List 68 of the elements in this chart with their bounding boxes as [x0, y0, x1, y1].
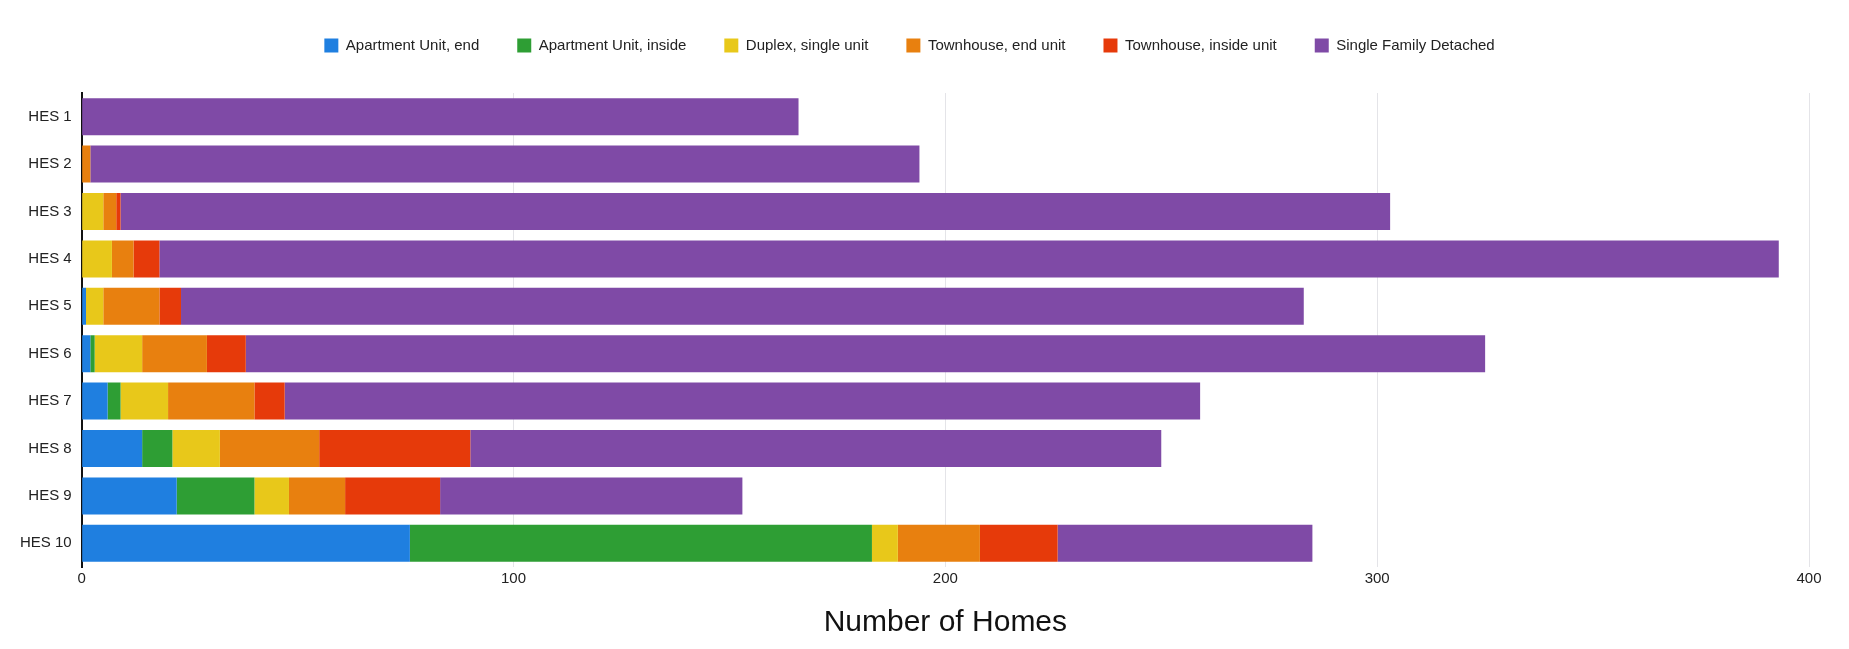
- x-tick-label: 100: [501, 569, 527, 587]
- x-tick-label: 200: [932, 569, 958, 587]
- bar: [82, 287, 87, 325]
- y-tick-label: HES 9: [28, 486, 72, 504]
- bar: [219, 430, 320, 467]
- bar: [288, 477, 346, 515]
- legend-label: Townhouse, end unit: [927, 35, 1067, 53]
- bar: [86, 287, 104, 325]
- bar: [111, 240, 134, 278]
- bar: [181, 287, 1304, 325]
- bar: [94, 335, 143, 373]
- bar: [159, 287, 182, 325]
- x-tick-label: 400: [1796, 569, 1822, 587]
- bar: [897, 524, 980, 562]
- legend-label: Single Family Detached: [1336, 35, 1495, 53]
- bar: [206, 335, 246, 373]
- bar: [90, 335, 95, 373]
- y-tick-label: HES 5: [28, 296, 72, 314]
- bar: [82, 524, 410, 562]
- bar: [82, 193, 104, 230]
- bar: [440, 477, 743, 515]
- bar: [103, 287, 160, 325]
- bar: [1057, 524, 1313, 562]
- legend-label: Apartment Unit, end: [345, 35, 480, 53]
- bar: [409, 524, 872, 562]
- bar: [168, 382, 255, 420]
- y-tick-label: HES 8: [28, 438, 72, 456]
- x-tick-label: 0: [77, 569, 86, 587]
- bar: [82, 98, 799, 136]
- bar: [470, 430, 1162, 467]
- bar: [254, 382, 285, 420]
- bar: [159, 240, 1779, 278]
- bar: [345, 477, 441, 515]
- bar: [284, 382, 1201, 420]
- bar: [319, 430, 471, 467]
- bar: [82, 335, 91, 373]
- bar: [82, 382, 108, 420]
- bar: [120, 382, 169, 420]
- bar: [107, 382, 121, 420]
- bar: [116, 193, 121, 230]
- bar: [82, 477, 177, 515]
- bar: [979, 524, 1058, 562]
- y-tick-label: HES 10: [19, 533, 72, 551]
- bar: [90, 145, 920, 183]
- legend-label: Townhouse, inside unit: [1124, 35, 1278, 53]
- legend-label: Apartment Unit, inside: [538, 35, 687, 53]
- bar: [82, 240, 112, 278]
- bar: [142, 335, 207, 373]
- x-tick-label: 300: [1364, 569, 1390, 587]
- y-tick-label: HES 1: [28, 106, 72, 124]
- bar: [82, 430, 143, 467]
- bar: [172, 430, 220, 467]
- bar: [176, 477, 255, 515]
- bar: [254, 477, 289, 515]
- bar: [82, 145, 91, 183]
- x-axis-title: Number of Homes: [823, 604, 1068, 638]
- y-tick-label: HES 4: [28, 249, 72, 267]
- bar: [142, 430, 173, 467]
- bar: [133, 240, 160, 278]
- y-tick-label: HES 3: [28, 201, 72, 219]
- bar: [245, 335, 1486, 373]
- bar: [871, 524, 898, 562]
- bar: [120, 193, 1391, 230]
- y-tick-label: HES 6: [28, 343, 72, 361]
- bar: [103, 193, 117, 230]
- y-tick-label: HES 2: [28, 154, 72, 172]
- legend-label: Duplex, single unit: [745, 35, 870, 53]
- y-tick-label: HES 7: [28, 391, 72, 409]
